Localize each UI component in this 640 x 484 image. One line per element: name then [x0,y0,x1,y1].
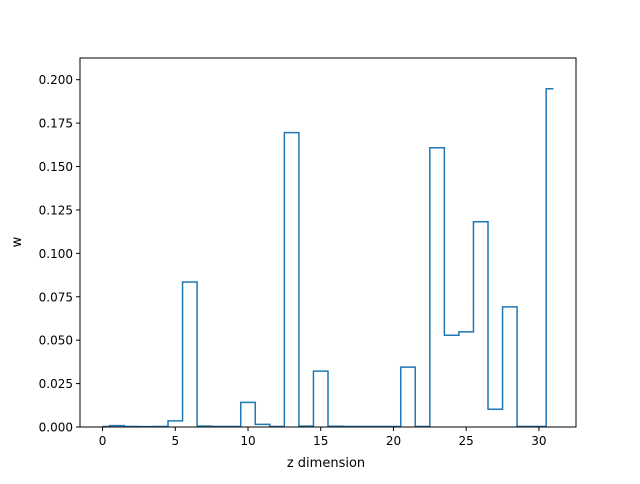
y-tick-label: 0.175 [39,117,73,131]
x-tick-label: 5 [171,434,179,448]
y-tick-label: 0.025 [39,377,73,391]
x-tick-label: 0 [99,434,107,448]
y-tick-label: 0.000 [39,421,73,435]
x-axis-label: z dimension [287,456,365,471]
y-tick-label: 0.075 [39,290,73,304]
y-tick-label: 0.200 [39,73,73,87]
y-tick-label: 0.100 [39,247,73,261]
x-tick-label: 10 [240,434,255,448]
x-tick-label: 30 [531,434,546,448]
x-tick-label: 15 [313,434,328,448]
axes-frame [79,57,577,428]
y-tick-label: 0.125 [39,203,73,217]
step-series-line [102,87,554,428]
x-tick-label: 25 [459,434,474,448]
x-tick-label: 20 [386,434,401,448]
y-axis-label: w [10,236,25,247]
y-tick-label: 0.050 [39,334,73,348]
y-tick-label: 0.150 [39,160,73,174]
